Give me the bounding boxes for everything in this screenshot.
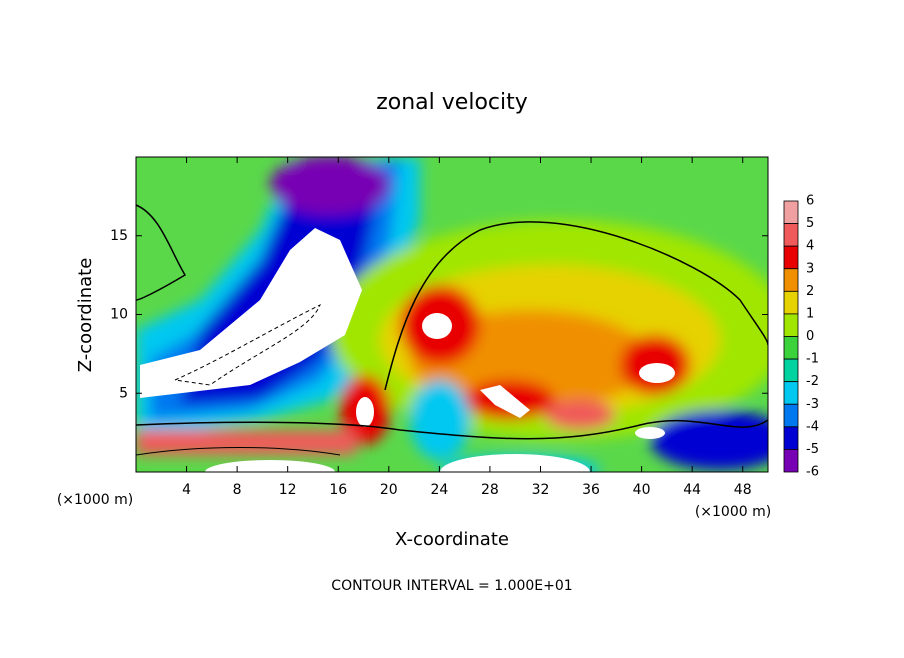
colorbar-label: 3 [806,261,814,276]
colorbar-box [783,449,799,473]
colorbar-label: 4 [806,239,814,254]
colorbar-box [783,336,799,360]
colorbar-label: -1 [806,352,819,367]
x-tick-label: 24 [430,482,448,498]
x-tick-label: 4 [182,482,191,498]
colorbar-box [783,245,799,270]
colorbar-box [783,268,799,292]
colorbar-label: -3 [806,397,819,412]
x-unit-left: (×1000 m) [57,492,133,508]
x-tick-label: 28 [481,482,499,498]
colorbar-box [783,426,799,450]
colorbar-label: -2 [806,374,819,389]
x-tick-label: 48 [734,482,752,498]
colorbar-box [783,358,799,383]
colorbar-label: 5 [806,216,814,231]
colorbar-box [783,200,799,224]
x-tick-label: 32 [532,482,550,498]
x-tick-label: 44 [683,482,701,498]
colorbar-label: -6 [806,465,819,480]
x-tick-label: 20 [380,482,398,498]
colorbar-label: -4 [806,419,819,434]
colorbar-label: 0 [806,329,814,344]
y-tick-label: 15 [110,228,128,244]
y-tick-label: 10 [110,307,128,323]
colorbar-label: -5 [806,442,819,457]
y-tick-label: 5 [119,385,128,401]
colorbar-box [783,290,799,315]
colorbar-box [783,223,799,247]
footer: CONTOUR INTERVAL = 1.000E+01 [331,578,572,594]
colorbar-box [783,313,799,337]
x-axis-label: X-coordinate [395,529,509,550]
x-tick-label: 12 [279,482,297,498]
colorbar-box [783,403,799,428]
field [136,157,768,472]
x-tick-label: 40 [633,482,651,498]
x-unit-right: (×1000 m) [695,504,771,520]
colorbar-label: 6 [806,194,814,209]
y-axis-label: Z-coordinate [75,258,96,373]
colorbar-label: 1 [806,306,814,321]
x-tick-label: 16 [329,482,347,498]
x-tick-label: 36 [582,482,600,498]
colorbar-label: 2 [806,284,814,299]
colorbar-box [783,381,799,405]
x-tick-label: 8 [233,482,242,498]
chart-title: zonal velocity [376,90,528,115]
